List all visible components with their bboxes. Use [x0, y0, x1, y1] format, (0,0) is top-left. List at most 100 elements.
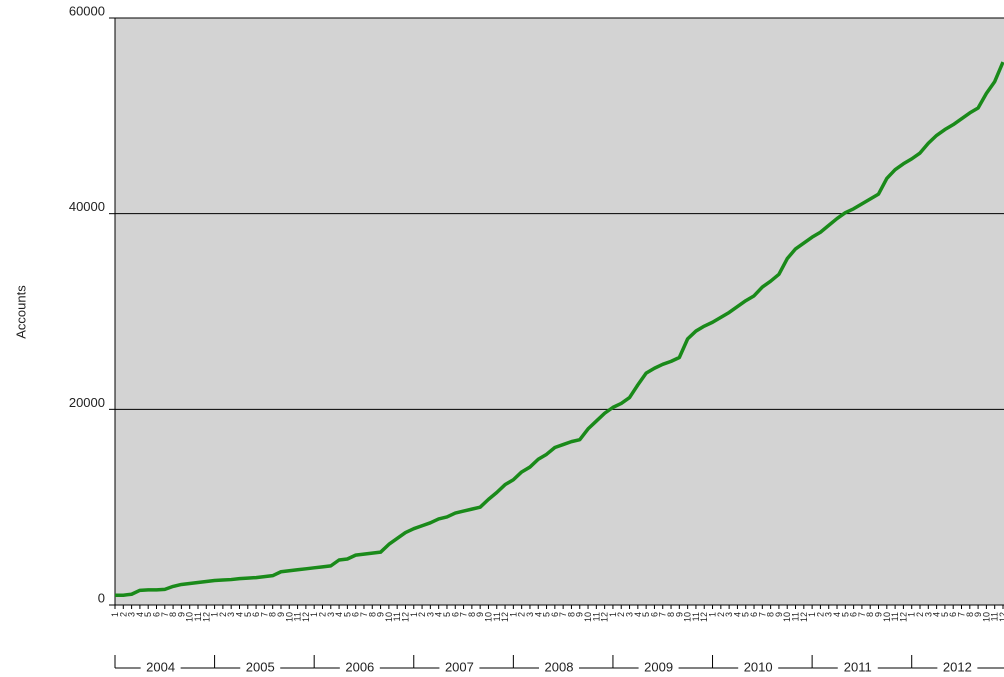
y-tick-label: 40000: [69, 199, 105, 214]
x-tick-label: 9: [973, 612, 983, 617]
x-tick-label: 4: [533, 612, 543, 617]
x-tick-label: 12: [998, 612, 1004, 622]
x-tick-label: 4: [732, 612, 742, 617]
x-tick-label: 4: [434, 612, 444, 617]
x-tick-label: 11: [890, 612, 900, 621]
x-tick-label: 12: [898, 612, 908, 622]
x-tick-label: 6: [351, 612, 361, 617]
x-tick-label: 11: [990, 612, 1000, 621]
x-tick-label: 6: [849, 612, 859, 617]
y-tick-label: 20000: [69, 395, 105, 410]
x-tick-label: 10: [284, 612, 294, 622]
group-label-bg: [539, 660, 579, 676]
x-tick-label: 1: [309, 612, 319, 617]
x-tick-label: 10: [384, 612, 394, 622]
x-tick-label: 1: [110, 612, 120, 617]
x-tick-label: 4: [234, 612, 244, 617]
x-tick-label: 6: [450, 612, 460, 617]
x-tick-label: 2: [417, 612, 427, 617]
x-tick-label: 6: [649, 612, 659, 617]
x-tick-label: 2: [915, 612, 925, 617]
x-tick-label: 11: [791, 612, 801, 621]
x-tick-label: 7: [160, 612, 170, 617]
x-tick-label: 2: [218, 612, 228, 617]
x-tick-label: 12: [699, 612, 709, 622]
x-tick-label: 2: [815, 612, 825, 617]
x-tick-label: 1: [210, 612, 220, 617]
x-tick-label: 6: [251, 612, 261, 617]
x-tick-label: 6: [948, 612, 958, 617]
x-tick-label: 8: [965, 612, 975, 617]
x-tick-label: 4: [633, 612, 643, 617]
y-tick-label: 60000: [69, 3, 105, 18]
x-tick-label: 10: [782, 612, 792, 622]
x-tick-label: 3: [923, 612, 933, 617]
x-tick-label: 3: [525, 612, 535, 617]
x-tick-label: 9: [176, 612, 186, 617]
group-label: 2008: [545, 659, 574, 674]
x-tick-label: 9: [774, 612, 784, 617]
y-axis-label: Accounts: [13, 285, 28, 339]
x-tick-label: 12: [201, 612, 211, 622]
x-tick-label: 7: [757, 612, 767, 617]
x-tick-label: 1: [508, 612, 518, 617]
x-tick-label: 6: [550, 612, 560, 617]
x-tick-label: 5: [542, 612, 552, 617]
x-tick-label: 2: [317, 612, 327, 617]
x-tick-label: 2: [616, 612, 626, 617]
x-tick-label: 11: [392, 612, 402, 621]
x-tick-label: 1: [708, 612, 718, 617]
group-label: 2012: [943, 659, 972, 674]
x-tick-label: 2: [118, 612, 128, 617]
x-tick-label: 3: [625, 612, 635, 617]
x-tick-label: 3: [127, 612, 137, 617]
group-label: 2004: [146, 659, 175, 674]
x-tick-label: 7: [459, 612, 469, 617]
x-tick-label: 11: [492, 612, 502, 621]
x-tick-label: 12: [400, 612, 410, 622]
x-tick-label: 5: [641, 612, 651, 617]
x-tick-label: 1: [409, 612, 419, 617]
x-tick-label: 8: [766, 612, 776, 617]
x-tick-label: 9: [874, 612, 884, 617]
x-tick-label: 5: [840, 612, 850, 617]
x-tick-label: 9: [575, 612, 585, 617]
group-label-bg: [837, 660, 878, 676]
x-tick-label: 12: [600, 612, 610, 622]
group-label: 2005: [246, 659, 275, 674]
x-tick-label: 6: [749, 612, 759, 617]
x-tick-label: 8: [865, 612, 875, 617]
x-tick-label: 11: [293, 612, 303, 621]
x-tick-label: 8: [666, 612, 676, 617]
x-tick-label: 7: [957, 612, 967, 617]
group-label-bg: [937, 660, 978, 676]
x-tick-label: 9: [674, 612, 684, 617]
x-tick-label: 5: [442, 612, 452, 617]
x-tick-label: 3: [226, 612, 236, 617]
x-tick-label: 3: [326, 612, 336, 617]
x-tick-label: 8: [268, 612, 278, 617]
x-tick-label: 7: [658, 612, 668, 617]
x-tick-label: 3: [425, 612, 435, 617]
x-tick-label: 7: [857, 612, 867, 617]
x-tick-label: 4: [832, 612, 842, 617]
x-tick-label: 7: [359, 612, 369, 617]
x-tick-label: 5: [243, 612, 253, 617]
x-tick-label: 8: [168, 612, 178, 617]
group-label-bg: [439, 660, 480, 676]
x-tick-label: 4: [932, 612, 942, 617]
line: [115, 61, 1004, 597]
x-tick-label: 3: [724, 612, 734, 617]
x-tick-label: 8: [467, 612, 477, 617]
x-tick-label: 5: [741, 612, 751, 617]
plot-area: [115, 18, 1004, 605]
x-tick-label: 5: [143, 612, 153, 617]
x-tick-label: 10: [583, 612, 593, 622]
x-tick-label: 8: [566, 612, 576, 617]
x-tick-label: 9: [276, 612, 286, 617]
x-tick-label: 10: [483, 612, 493, 622]
x-tick-label: 9: [475, 612, 485, 617]
group-label-bg: [738, 660, 779, 676]
group-label: 2007: [445, 659, 474, 674]
